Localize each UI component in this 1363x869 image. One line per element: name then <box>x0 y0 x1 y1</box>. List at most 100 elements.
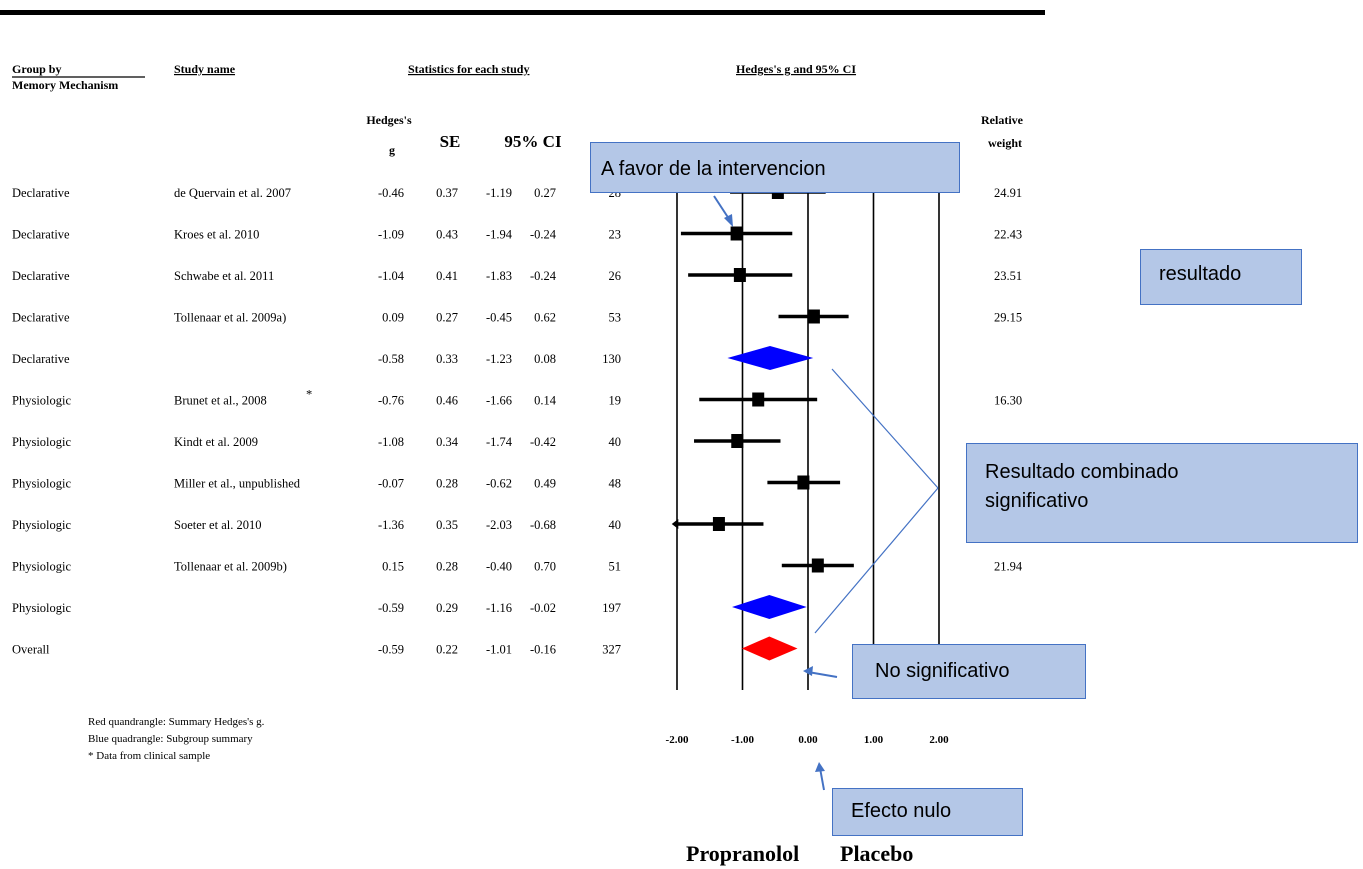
header-weight-line1: Relative <box>981 113 1024 127</box>
cell-w: 16.30 <box>994 394 1022 408</box>
cell-se: 0.28 <box>436 477 458 491</box>
x-tick-label: -1.00 <box>731 734 754 746</box>
cell-n: 53 <box>609 311 622 325</box>
cell-se: 0.43 <box>436 228 458 242</box>
study-point <box>712 517 725 531</box>
x-tick-label: 1.00 <box>864 734 884 746</box>
top-rule <box>0 10 1045 15</box>
note-red: Red quandrangle: Summary Hedges's g. <box>88 716 265 728</box>
cell-group: Declarative <box>12 269 70 283</box>
arrow-favor-head <box>724 214 733 227</box>
cell-study: de Quervain et al. 2007 <box>174 186 291 200</box>
cell-g: -0.76 <box>378 394 404 408</box>
cell-group: Physiologic <box>12 601 71 615</box>
cell-study: Tollenaar et al. 2009a) <box>174 311 286 325</box>
cell-hi: 0.70 <box>534 560 556 574</box>
cell-study: Tollenaar et al. 2009b) <box>174 560 287 574</box>
cell-n: 51 <box>609 560 622 574</box>
plot-area: -2.00 -1.00 0.00 1.00 2.00 <box>666 175 949 746</box>
cell-g: -1.36 <box>378 518 404 532</box>
cell-se: 0.35 <box>436 518 458 532</box>
cell-se: 0.33 <box>436 352 458 366</box>
cell-n: 40 <box>609 435 622 449</box>
annotation-arrows <box>713 195 939 791</box>
note-star: * Data from clinical sample <box>88 750 210 762</box>
cell-g: 0.09 <box>382 311 404 325</box>
label-propranolol: Propranolol <box>686 841 799 866</box>
cell-group: Physiologic <box>12 477 71 491</box>
cell-study: Kroes et al. 2010 <box>174 228 259 242</box>
cell-lo: -1.83 <box>486 269 512 283</box>
cell-hi: 0.27 <box>534 186 556 200</box>
cell-w: 29.15 <box>994 311 1022 325</box>
cell-lo: -2.03 <box>486 518 512 532</box>
cell-lo: -0.45 <box>486 311 512 325</box>
arrow-no-sig-head <box>803 666 813 676</box>
cell-study: Brunet et al., 2008 <box>174 394 267 408</box>
header-hedges-line1: Hedges's <box>366 113 412 127</box>
cell-study: Kindt et al. 2009 <box>174 435 258 449</box>
header-study: Study name <box>174 62 236 76</box>
cell-hi: -0.16 <box>530 643 556 657</box>
cell-group: Declarative <box>12 311 70 325</box>
cell-group: Declarative <box>12 352 70 366</box>
callout-combinado-line1: Resultado combinado <box>985 461 1179 483</box>
study-point <box>752 392 765 407</box>
cell-lo: -1.16 <box>486 601 512 615</box>
cell-hi: 0.49 <box>534 477 556 491</box>
connector-declarative <box>831 368 939 489</box>
cell-lo: -1.01 <box>486 643 512 657</box>
cell-hi: -0.24 <box>530 228 557 242</box>
callout-combinado: Resultado combinado significativo <box>966 443 1358 543</box>
cell-w: 21.94 <box>994 560 1023 574</box>
cell-g: -1.08 <box>378 435 404 449</box>
cell-w: 23.51 <box>994 269 1022 283</box>
study-point <box>797 475 810 490</box>
header-stats: Statistics for each study <box>408 62 529 76</box>
cell-group: Physiologic <box>12 394 71 408</box>
cell-n: 197 <box>602 601 621 615</box>
cell-group: Physiologic <box>12 518 71 532</box>
cell-hi: -0.24 <box>530 269 557 283</box>
cell-n: 327 <box>602 643 621 657</box>
cell-g: 0.15 <box>382 560 404 574</box>
cell-se: 0.37 <box>436 186 458 200</box>
x-tick-label: -2.00 <box>666 734 689 746</box>
cell-se: 0.41 <box>436 269 458 283</box>
header-hedges-line2: g <box>389 143 395 157</box>
arrow-null-head <box>815 762 825 772</box>
cell-study: Soeter et al. 2010 <box>174 518 261 532</box>
cell-study: Miller et al., unpublished <box>174 477 301 491</box>
cell-group: Declarative <box>12 228 70 242</box>
callout-combinado-line2: significativo <box>985 490 1089 512</box>
overall-diamond <box>741 636 798 661</box>
header-group-line2: Memory Mechanism <box>12 78 118 92</box>
cell-group: Declarative <box>12 186 70 200</box>
x-tick-label: 0.00 <box>798 734 818 746</box>
cell-g: -1.04 <box>378 269 405 283</box>
note-blue: Blue quadrangle: Subgroup summary <box>88 733 253 745</box>
arrow-no-sig <box>807 671 838 678</box>
study-point <box>730 226 743 241</box>
cell-hi: -0.68 <box>530 518 556 532</box>
study-point <box>811 558 824 573</box>
cell-se: 0.46 <box>436 394 458 408</box>
cell-hi: 0.62 <box>534 311 556 325</box>
cell-lo: -1.66 <box>486 394 512 408</box>
cell-n: 23 <box>609 228 622 242</box>
cell-study: Schwabe et al. 2011 <box>174 269 274 283</box>
connector-physiologic <box>814 487 939 634</box>
header-ci: 95% CI <box>504 132 562 151</box>
header-ci-plot: Hedges's g and 95% CI <box>736 62 856 76</box>
cell-n: 26 <box>609 269 622 283</box>
callout-favor: A favor de la intervencion <box>590 142 960 193</box>
cell-lo: -1.94 <box>486 228 513 242</box>
cell-g: -0.58 <box>378 352 404 366</box>
cell-lo: -1.23 <box>486 352 512 366</box>
study-point <box>733 268 746 282</box>
ci-truncation-arrow <box>671 519 679 529</box>
cell-n: 48 <box>609 477 622 491</box>
callout-resultado: resultado <box>1140 249 1302 305</box>
study-point <box>731 434 744 448</box>
cell-se: 0.22 <box>436 643 458 657</box>
